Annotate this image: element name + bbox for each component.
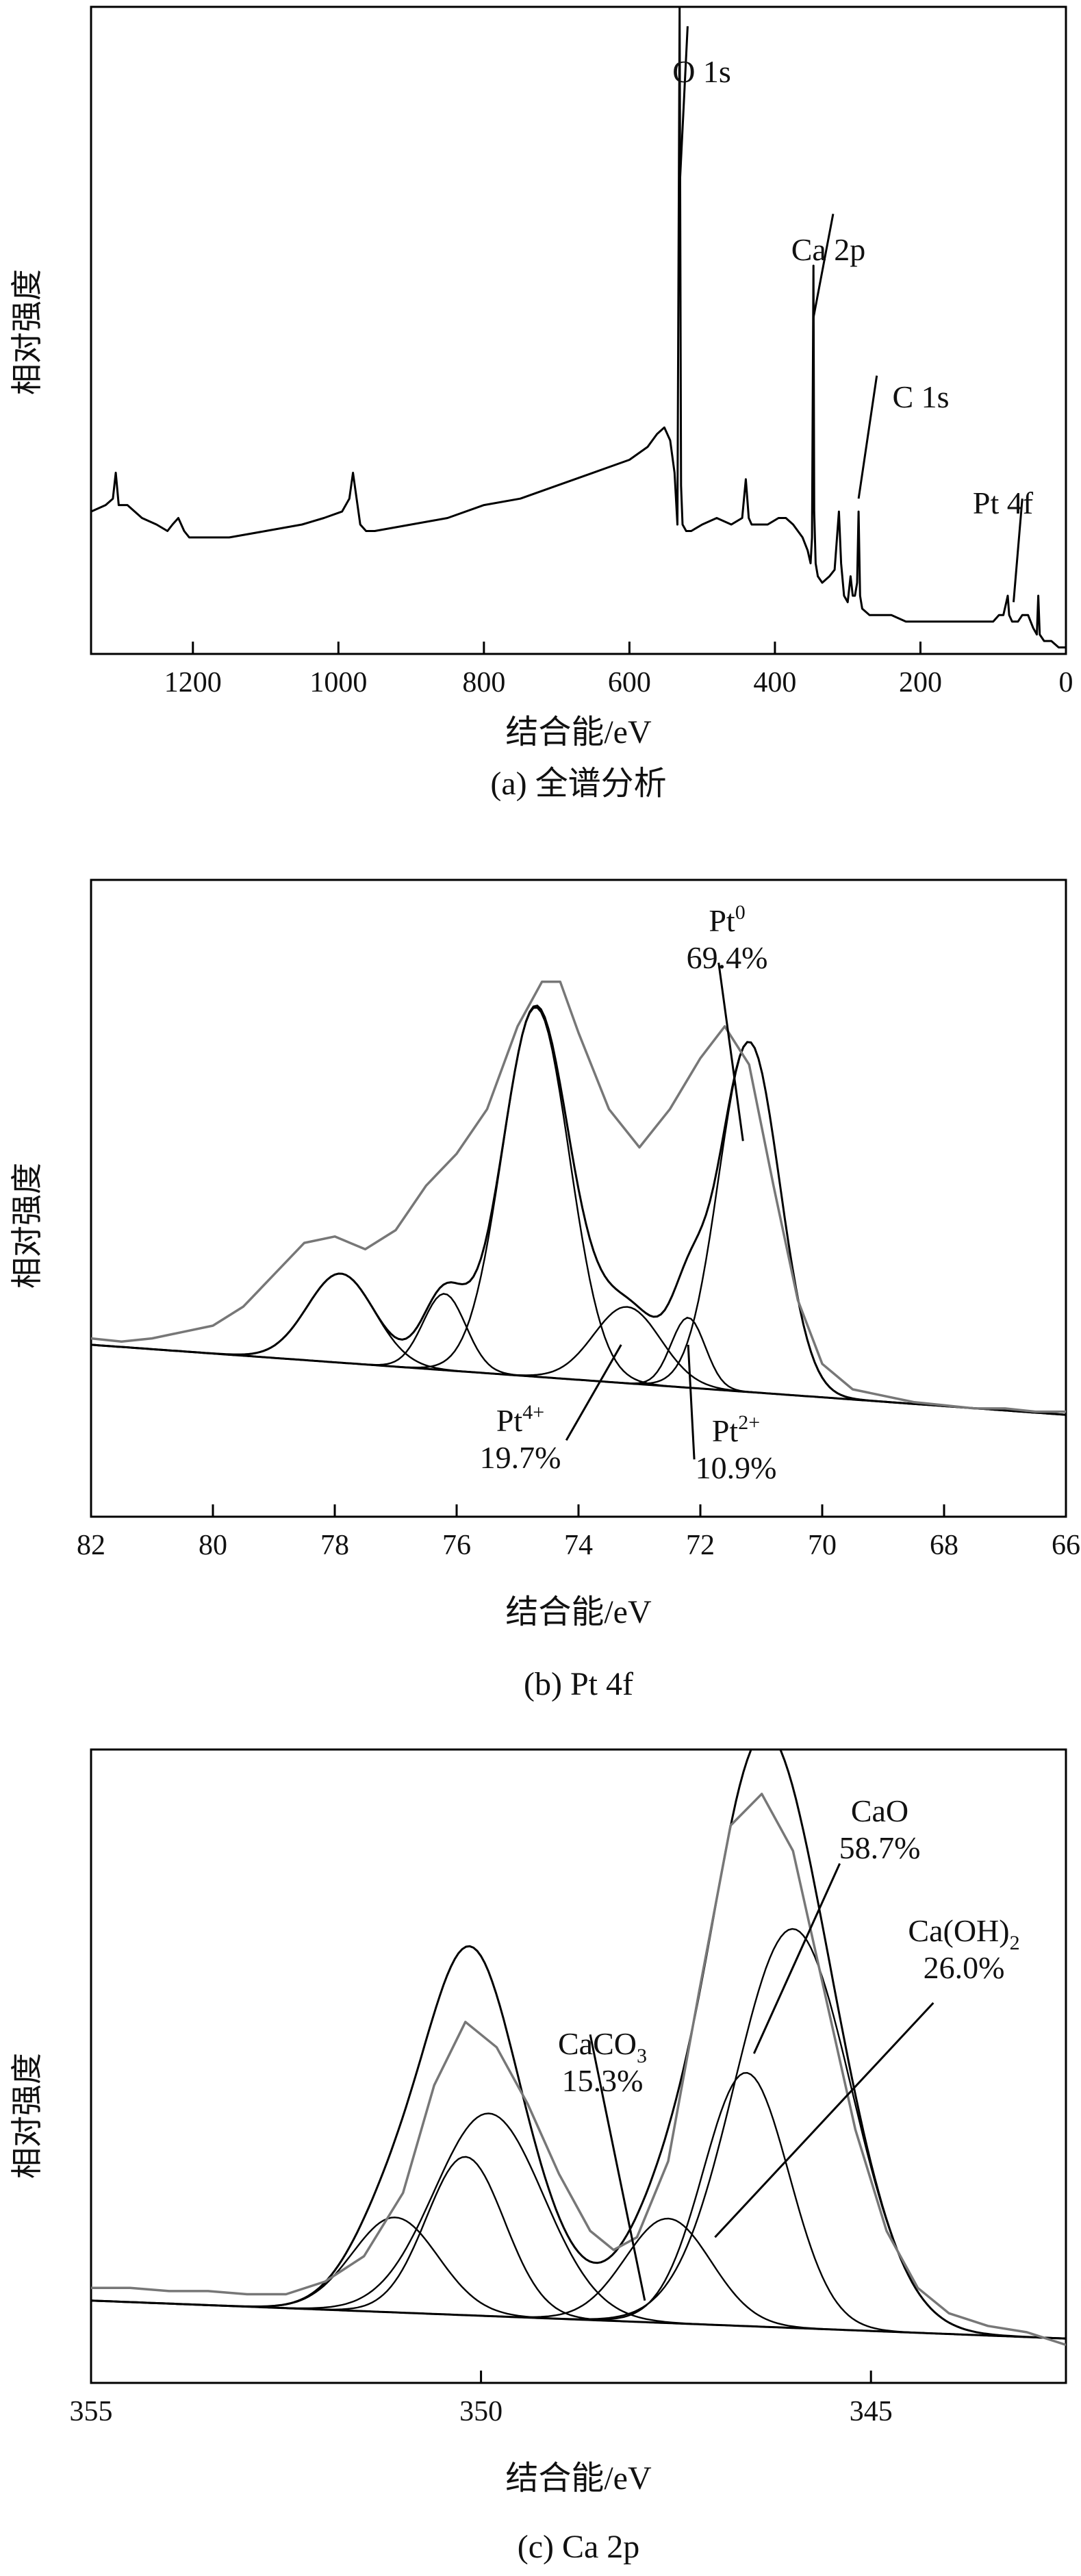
- x-tick-label: 0: [1059, 667, 1073, 698]
- fit-component-peak: [91, 2217, 1066, 2340]
- fit-component-peak: [91, 1316, 1066, 1416]
- fit-component-peak: [91, 2156, 1066, 2340]
- plot-frame: [90, 879, 1067, 1518]
- x-tick-label: 78: [320, 1530, 349, 1561]
- x-tick-label: 800: [462, 667, 505, 698]
- fit-component-peak: [91, 1041, 1066, 1416]
- chart-panel-2: 355 350 345 结合能/eV 相对强度 (c) Ca 2p: [10, 1748, 1067, 2565]
- x-tick-label: 74: [564, 1530, 593, 1561]
- annotation-label: O 1s: [672, 54, 731, 89]
- x-tick-label: 72: [686, 1530, 715, 1561]
- panel-caption: (c) Ca 2p: [518, 2529, 640, 2565]
- spectrum-line: [91, 1793, 1066, 2347]
- annotation-percentage: 58.7%: [839, 1830, 921, 1865]
- x-tick-label: 400: [753, 667, 796, 698]
- x-tick-label: 355: [70, 2396, 113, 2427]
- y-axis-label: 相对强度: [10, 1163, 44, 1289]
- plot-frame: [90, 5, 1067, 655]
- annotation-percentage: 26.0%: [924, 1950, 1005, 1985]
- annotation-percentage: 10.9%: [696, 1450, 777, 1485]
- x-axis-label: 结合能/eV: [505, 2460, 652, 2497]
- annotation-label: CaO: [851, 1793, 908, 1828]
- fit-envelope: [91, 1750, 1066, 2340]
- annotation-leader-line: [565, 1344, 622, 1441]
- annotation-label: Pt4+: [496, 1401, 544, 1438]
- annotation-leader-line: [717, 962, 744, 1141]
- annotation-percentage: 19.7%: [480, 1440, 561, 1475]
- annotation-leader-line: [857, 375, 878, 499]
- x-tick-label: 1000: [309, 667, 367, 698]
- x-tick-label: 350: [459, 2396, 503, 2427]
- chart-panel-0: 1200 1000 800 600 400 200 0 结合能/eV 相对强度 (a) 全谱分析: [10, 5, 1073, 802]
- annotation-label: Ca(OH)2: [908, 1913, 1019, 1954]
- annotation-label: C 1s: [892, 379, 949, 414]
- annotation-label: CaCO3: [558, 2026, 647, 2067]
- chart-panel-1: 82 80 78 76 74 72 70 68 66 结合能/eV 相对强度 (b) Pt 4f: [10, 879, 1080, 1702]
- annotation-percentage: 69.4%: [687, 940, 768, 975]
- annotation-leader-line: [589, 2034, 646, 2301]
- annotation-label: Pt0: [709, 901, 745, 938]
- annotation-leader-line: [687, 1344, 696, 1460]
- plot-frame: [90, 1748, 1067, 2384]
- annotation-leader-line: [1012, 498, 1023, 603]
- fit-component-peak: [91, 1306, 1066, 1416]
- spectrum-line: [91, 981, 1066, 1413]
- spectrum-line: [91, 7, 1066, 648]
- x-tick-label: 80: [199, 1530, 227, 1561]
- annotation-leader-line: [752, 1862, 841, 2054]
- fit-envelope: [91, 1005, 1066, 1416]
- panel-caption: (a) 全谱分析: [490, 766, 666, 802]
- x-tick-label: 82: [77, 1530, 105, 1561]
- annotation-label: Pt2+: [712, 1411, 760, 1448]
- annotation-percentage: 15.3%: [562, 2063, 644, 2098]
- x-tick-label: 1200: [164, 667, 222, 698]
- x-tick-label: 345: [850, 2396, 893, 2427]
- x-tick-label: 76: [442, 1530, 471, 1561]
- fit-component-peak: [91, 1928, 1066, 2340]
- annotation-label: Pt 4f: [973, 485, 1034, 520]
- x-axis-label: 结合能/eV: [505, 1594, 652, 1630]
- x-tick-label: 600: [608, 667, 651, 698]
- x-tick-label: 70: [808, 1530, 837, 1561]
- annotation-leader-line: [812, 214, 835, 318]
- x-axis-label: 结合能/eV: [505, 714, 652, 750]
- annotation-leader-line: [678, 26, 689, 188]
- fit-component-peak: [91, 1272, 1066, 1416]
- y-axis-label: 相对强度: [10, 2053, 44, 2179]
- annotation-leader-line: [714, 2002, 934, 2238]
- fit-component-peak: [91, 2112, 1066, 2340]
- annotation-label: Ca 2p: [791, 232, 866, 267]
- panel-caption: (b) Pt 4f: [524, 1666, 633, 1702]
- x-tick-label: 68: [930, 1530, 958, 1561]
- x-tick-label: 200: [899, 667, 942, 698]
- x-tick-label: 66: [1052, 1530, 1080, 1561]
- y-axis-label: 相对强度: [10, 269, 44, 395]
- fit-component-peak: [91, 2071, 1066, 2340]
